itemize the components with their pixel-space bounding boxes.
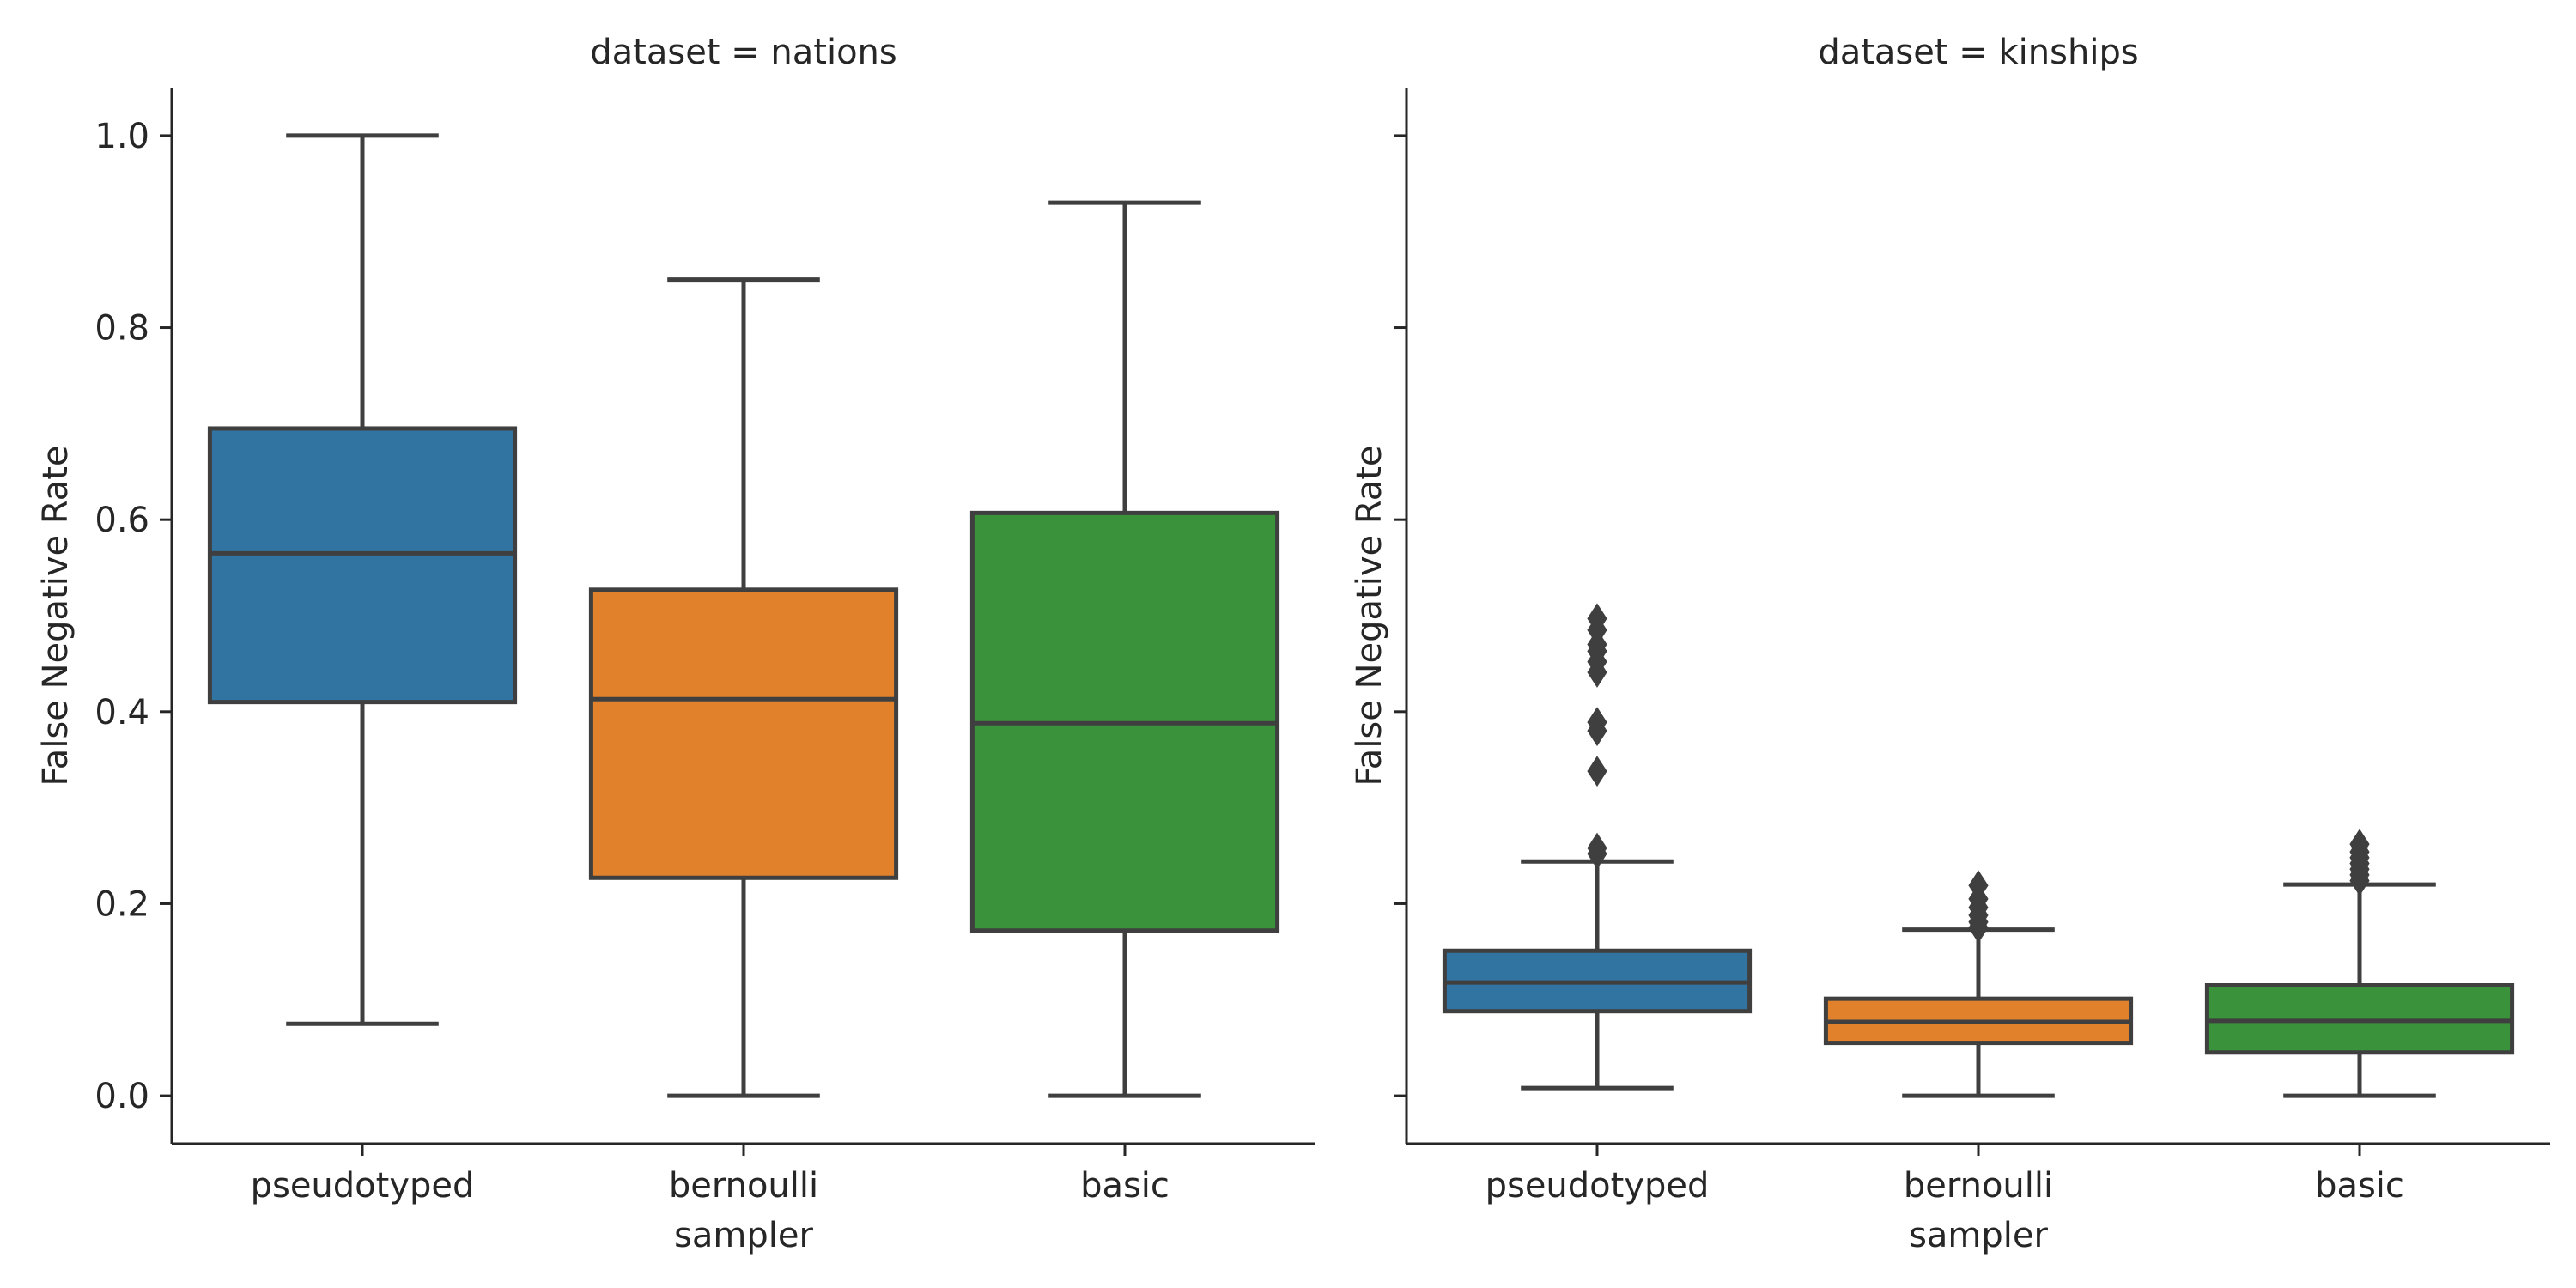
outlier-point <box>1968 870 1989 902</box>
outlier-point <box>2349 829 2370 860</box>
box-basic <box>969 200 1280 1098</box>
box-bernoulli <box>1823 870 2134 1098</box>
outlier-point <box>1587 756 1607 787</box>
iqr-box <box>588 587 899 880</box>
plot-area <box>1442 603 2515 1098</box>
y-tick-label: 0.0 <box>94 1077 149 1116</box>
panel-title: dataset = kinships <box>1818 33 2138 72</box>
y-tick-label: 0.4 <box>94 693 149 732</box>
panel-nations: dataset = nations 0.0 0.2 0.4 0.6 0.8 1.0 pse… <box>36 33 1315 1255</box>
box-pseudotyped <box>207 133 518 1026</box>
panel-kinships: dataset = kinships pseudotyped bernoulli b… <box>1350 33 2550 1255</box>
box-pseudotyped <box>1442 603 1753 1091</box>
x-axis-label: sampler <box>674 1216 813 1255</box>
y-axis-label: False Negative Rate <box>1350 445 1389 786</box>
x-tick-label: basic <box>2315 1166 2404 1206</box>
x-tick-label: bernoulli <box>669 1166 818 1206</box>
box-basic <box>2204 829 2515 1098</box>
plot-area <box>207 133 1280 1098</box>
y-ticks <box>1394 134 1406 1097</box>
y-axis-label: False Negative Rate <box>36 445 76 786</box>
y-tick-label: 0.8 <box>94 309 149 349</box>
outlier-point <box>1587 832 1607 864</box>
y-ticks: 0.0 0.2 0.4 0.6 0.8 1.0 <box>94 117 172 1116</box>
x-ticks: pseudotyped bernoulli basic <box>251 1144 1170 1206</box>
iqr-box <box>207 426 518 705</box>
box-bernoulli <box>588 277 899 1098</box>
x-ticks: pseudotyped bernoulli basic <box>1485 1144 2404 1206</box>
x-tick-label: basic <box>1080 1166 1170 1206</box>
outlier-point <box>1587 603 1607 635</box>
y-tick-label: 0.2 <box>94 884 149 924</box>
panel-title: dataset = nations <box>590 33 897 72</box>
x-tick-label: bernoulli <box>1904 1166 2053 1206</box>
y-tick-label: 0.6 <box>94 501 149 540</box>
y-tick-label: 1.0 <box>94 117 149 156</box>
x-tick-label: pseudotyped <box>251 1166 475 1206</box>
x-tick-label: pseudotyped <box>1485 1166 1710 1206</box>
x-axis-label: sampler <box>1909 1216 2048 1255</box>
outlier-point <box>1587 707 1607 738</box>
